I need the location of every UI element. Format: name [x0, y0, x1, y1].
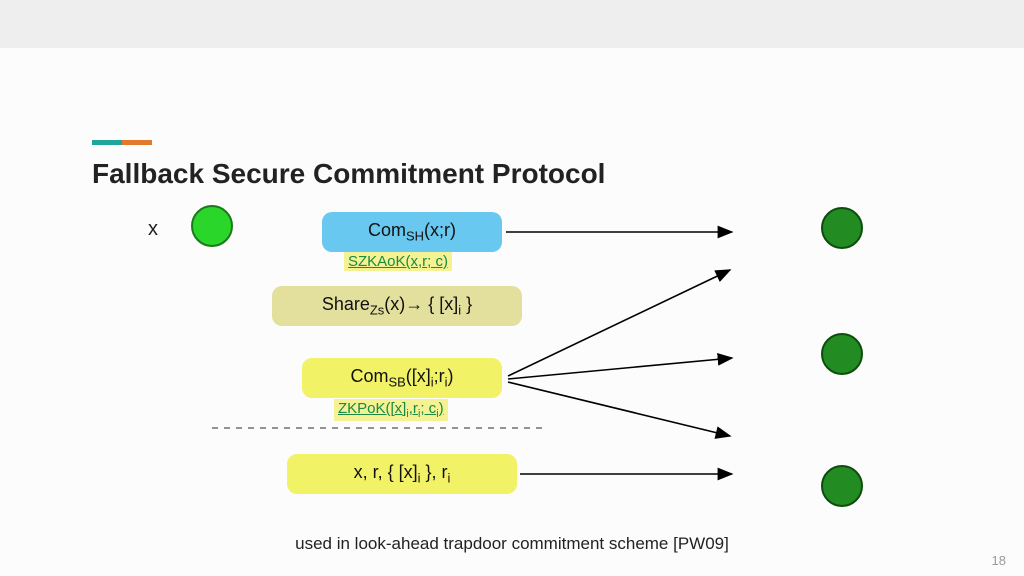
protocol-diagram: x ComSH(x;r) SZKAoK(x,r; c) ShareZs(x)→ …: [92, 206, 964, 516]
page-number: 18: [992, 553, 1006, 568]
slide-title: Fallback Secure Commitment Protocol: [92, 158, 605, 190]
topbar: [0, 0, 1024, 48]
footer-text: used in look-ahead trapdoor commitment s…: [0, 534, 1024, 554]
accent-segment-2: [122, 140, 152, 145]
diagram-arrows: [92, 206, 964, 516]
slide-body: Fallback Secure Commitment Protocol x Co…: [0, 48, 1024, 576]
accent-bar: [92, 140, 152, 145]
accent-segment-1: [92, 140, 122, 145]
